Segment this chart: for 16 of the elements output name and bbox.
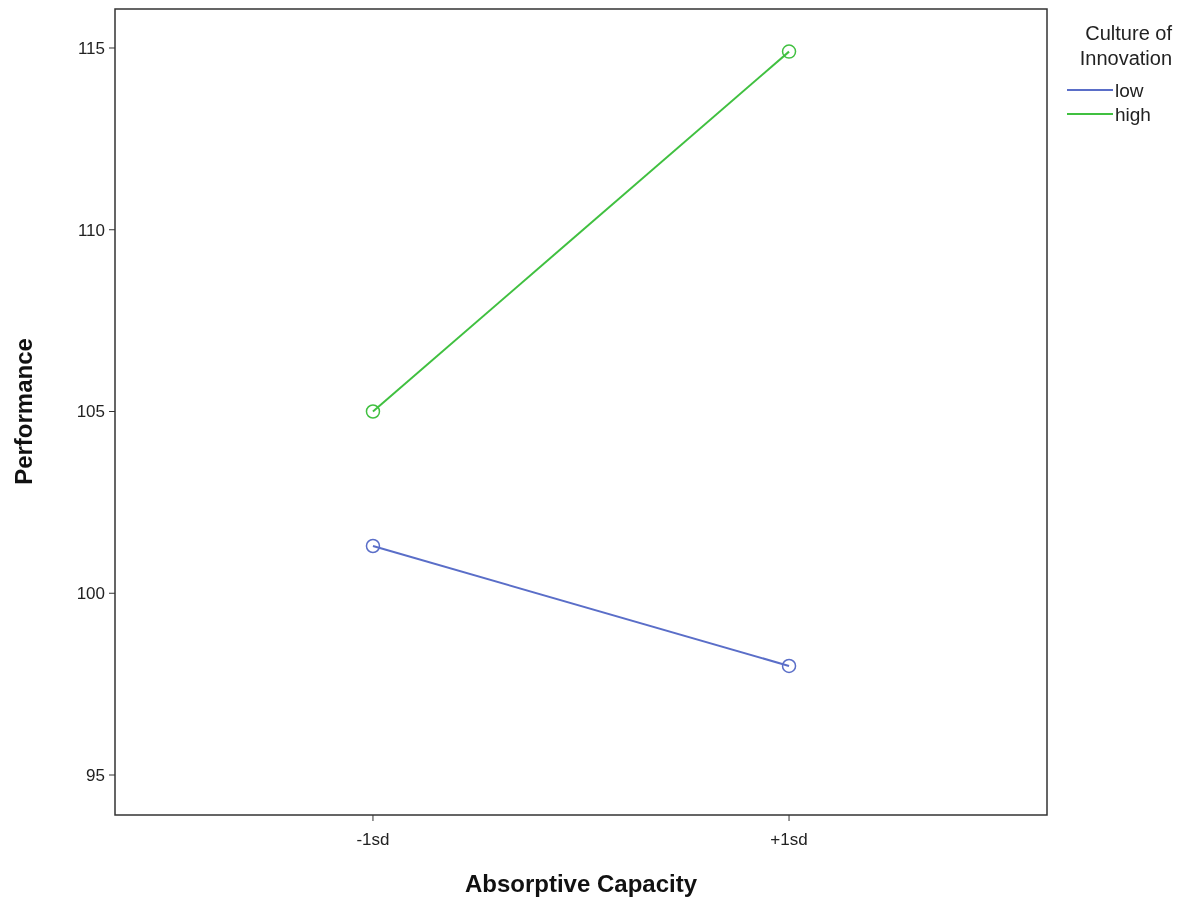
- legend-title: Culture of Innovation: [1079, 22, 1173, 69]
- y-tick-label: 115: [77, 38, 105, 58]
- legend-label: low: [1115, 79, 1144, 101]
- y-axis-title: Performance: [10, 338, 37, 485]
- point: [781, 658, 797, 674]
- point: [365, 538, 381, 554]
- x-axis-title: Absorptive Capacity: [464, 870, 698, 897]
- point: [365, 404, 381, 419]
- legend-label: high: [1115, 103, 1151, 125]
- y-tick-label: 100: [76, 584, 105, 604]
- y-tick-label: 95: [86, 765, 105, 785]
- y-tick-label: 105: [76, 402, 105, 422]
- y-tick-label: 110: [77, 220, 105, 240]
- point: [781, 44, 797, 59]
- x-tick-label: -1sd: [356, 830, 390, 849]
- x-tick-label: +1sd: [770, 830, 808, 849]
